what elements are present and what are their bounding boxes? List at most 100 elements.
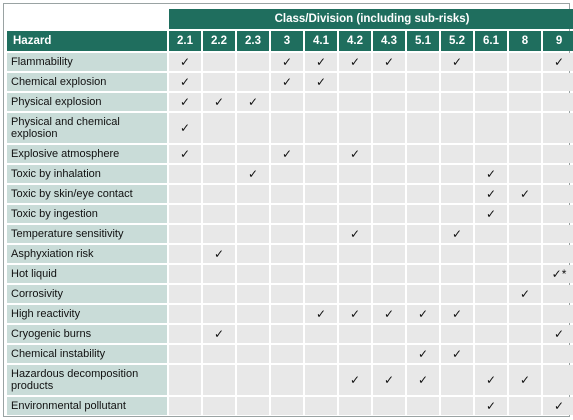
- hazard-label: Physical explosion: [7, 93, 167, 111]
- empty-cell: [271, 225, 303, 243]
- empty-cell: [543, 225, 573, 243]
- hazard-label: Toxic by inhalation: [7, 165, 167, 183]
- table-row: Flammability ✓ ✓ ✓ ✓ ✓ ✓ ✓: [7, 53, 573, 71]
- check-mark-cell: ✓: [271, 73, 303, 91]
- empty-cell: [373, 165, 405, 183]
- empty-cell: [203, 145, 235, 163]
- class-header-2-2: 2.2: [203, 31, 235, 51]
- empty-cell: [203, 185, 235, 203]
- empty-cell: [339, 93, 371, 111]
- empty-cell: [271, 345, 303, 363]
- empty-cell: [237, 113, 269, 143]
- hazard-column-header: Hazard: [7, 31, 167, 51]
- empty-cell: [441, 145, 473, 163]
- table-row: Temperature sensitivity ✓ ✓: [7, 225, 573, 243]
- check-mark-cell: ✓: [407, 305, 439, 323]
- empty-cell: [543, 245, 573, 263]
- empty-cell: [373, 185, 405, 203]
- empty-cell: [169, 225, 201, 243]
- empty-cell: [543, 113, 573, 143]
- empty-cell: [305, 225, 337, 243]
- empty-cell: [305, 285, 337, 303]
- table-row: Hazardous decomposition products ✓ ✓ ✓ ✓ ✓: [7, 365, 573, 395]
- check-mark-cell: ✓: [339, 365, 371, 395]
- class-header-2-3: 2.3: [237, 31, 269, 51]
- empty-cell: [509, 205, 541, 223]
- class-header-6-1: 6.1: [475, 31, 507, 51]
- empty-cell: [373, 325, 405, 343]
- empty-cell: [373, 285, 405, 303]
- empty-cell: [339, 345, 371, 363]
- empty-cell: [305, 165, 337, 183]
- empty-cell: [305, 205, 337, 223]
- empty-cell: [475, 113, 507, 143]
- empty-cell: [441, 185, 473, 203]
- empty-cell: [339, 285, 371, 303]
- empty-cell: [237, 325, 269, 343]
- hazard-label: Flammability: [7, 53, 167, 71]
- empty-cell: [339, 205, 371, 223]
- empty-cell: [509, 325, 541, 343]
- table-row: Physical explosion ✓ ✓ ✓: [7, 93, 573, 111]
- empty-cell: [237, 73, 269, 91]
- check-mark-cell: ✓: [339, 145, 371, 163]
- empty-cell: [373, 93, 405, 111]
- check-mark-cell: ✓: [509, 185, 541, 203]
- empty-cell: [407, 397, 439, 415]
- empty-cell: [373, 225, 405, 243]
- empty-cell: [441, 165, 473, 183]
- check-mark-cell: ✓: [339, 305, 371, 323]
- hazard-label: Toxic by ingestion: [7, 205, 167, 223]
- empty-cell: [509, 113, 541, 143]
- check-mark-cell: ✓: [237, 93, 269, 111]
- empty-cell: [271, 185, 303, 203]
- empty-cell: [271, 365, 303, 395]
- check-mark-cell: ✓: [373, 365, 405, 395]
- empty-cell: [407, 53, 439, 71]
- empty-cell: [509, 265, 541, 283]
- class-header-4-1: 4.1: [305, 31, 337, 51]
- class-header-2-1: 2.1: [169, 31, 201, 51]
- check-mark-cell: ✓: [441, 225, 473, 243]
- empty-cell: [339, 397, 371, 415]
- empty-cell: [339, 245, 371, 263]
- class-header-4-2: 4.2: [339, 31, 371, 51]
- hazard-label: Chemical instability: [7, 345, 167, 363]
- empty-cell: [543, 285, 573, 303]
- hazard-label: Toxic by skin/eye contact: [7, 185, 167, 203]
- empty-cell: [237, 245, 269, 263]
- empty-cell: [509, 93, 541, 111]
- check-mark-cell: ✓: [475, 397, 507, 415]
- hazard-label: Explosive atmosphere: [7, 145, 167, 163]
- empty-cell: [407, 185, 439, 203]
- empty-cell: [543, 73, 573, 91]
- hazard-label: Corrosivity: [7, 285, 167, 303]
- empty-cell: [441, 365, 473, 395]
- empty-cell: [373, 265, 405, 283]
- empty-cell: [203, 53, 235, 71]
- check-mark-cell: ✓: [271, 53, 303, 71]
- empty-cell: [237, 397, 269, 415]
- check-mark-cell: ✓: [509, 365, 541, 395]
- empty-cell: [475, 145, 507, 163]
- check-mark-cell: ✓: [169, 73, 201, 91]
- check-mark-cell: ✓: [543, 325, 573, 343]
- empty-cell: [203, 365, 235, 395]
- empty-cell: [441, 285, 473, 303]
- empty-cell: [407, 113, 439, 143]
- check-mark-cell: ✓: [237, 165, 269, 183]
- table-row: Chemical explosion ✓ ✓ ✓: [7, 73, 573, 91]
- empty-cell: [475, 225, 507, 243]
- empty-cell: [305, 325, 337, 343]
- empty-cell: [203, 113, 235, 143]
- empty-cell: [169, 185, 201, 203]
- class-header-5-2: 5.2: [441, 31, 473, 51]
- empty-cell: [475, 345, 507, 363]
- empty-cell: [203, 205, 235, 223]
- empty-cell: [271, 205, 303, 223]
- empty-cell: [271, 245, 303, 263]
- table-row: Cryogenic burns ✓ ✓: [7, 325, 573, 343]
- check-mark-cell: ✓: [305, 53, 337, 71]
- empty-cell: [509, 397, 541, 415]
- check-mark-cell: ✓: [407, 365, 439, 395]
